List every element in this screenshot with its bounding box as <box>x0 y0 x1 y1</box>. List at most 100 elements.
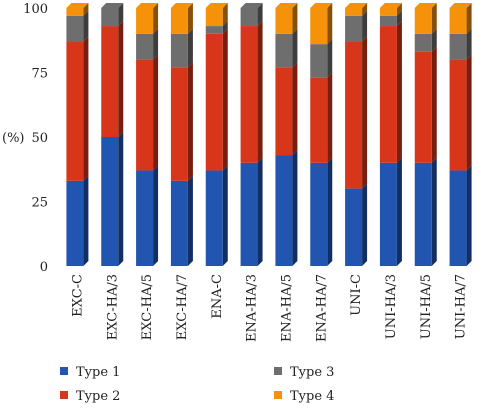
bar-segment <box>275 67 293 156</box>
bar-side <box>187 28 193 68</box>
bar-segment <box>310 44 328 78</box>
bar-segment <box>275 8 293 34</box>
bar-top <box>66 3 89 8</box>
bar-segment <box>170 33 188 68</box>
bar-side <box>327 72 333 163</box>
bar-side <box>292 62 298 156</box>
ticks-layer: 0 25 50 75 100 <box>23 2 48 275</box>
bar-segment <box>449 33 467 60</box>
bar-side <box>83 10 89 42</box>
bar-side <box>83 3 89 16</box>
bar-side <box>187 175 193 266</box>
bar-side <box>292 150 298 266</box>
legend-label: Type 4 <box>290 389 334 404</box>
bar-segment <box>379 15 397 27</box>
bar-top <box>310 3 333 8</box>
bar-segment <box>136 170 154 266</box>
bar-segment <box>449 170 467 266</box>
bar-top <box>414 3 437 8</box>
bar-side <box>153 54 159 171</box>
bar-segment <box>345 188 363 266</box>
bar-top <box>449 3 472 8</box>
bar-segment <box>66 180 84 266</box>
y-tick-label: 25 <box>31 196 48 211</box>
bar-side <box>153 3 159 34</box>
bar-segment <box>345 41 363 189</box>
category-label: EXC-HA/5 <box>140 274 155 340</box>
bar-segment <box>205 170 223 266</box>
category-label: UNI-HA/3 <box>384 274 399 339</box>
bar-segment <box>414 51 432 163</box>
bar-side <box>327 157 333 266</box>
bar-segment <box>275 155 293 266</box>
bar-segment <box>310 77 328 163</box>
bar-side <box>431 46 437 163</box>
bar-segment <box>379 8 397 16</box>
bar-segment <box>101 26 119 138</box>
legend-label: Type 1 <box>76 365 120 380</box>
category-labels: EXC-C EXC-HA/3 EXC-HA/5 EXC-HA/7 ENA-C ENA-HA… <box>70 274 468 342</box>
bar-side <box>362 10 368 42</box>
bar-side <box>187 3 193 34</box>
bar-side <box>153 28 159 60</box>
bar-segment <box>379 162 397 266</box>
category-label: EXC-HA/7 <box>175 274 190 340</box>
bar-segment <box>310 162 328 266</box>
category-label: ENA-HA/7 <box>314 274 329 342</box>
axis-layer: (%) <box>2 131 25 146</box>
bar-side <box>362 183 368 266</box>
bar-side <box>327 3 333 45</box>
bar-segment <box>379 26 397 163</box>
legend-swatch <box>274 391 282 399</box>
bar-segment <box>136 59 154 171</box>
bar-side <box>118 3 124 27</box>
bar-side <box>431 157 437 266</box>
bar-segment <box>205 33 223 171</box>
bar-segment <box>170 67 188 181</box>
legend-swatch <box>274 367 282 375</box>
category-label: UNI-HA/7 <box>454 274 469 339</box>
bar-side <box>292 28 298 68</box>
bar-top <box>101 3 124 8</box>
category-label: ENA-HA/3 <box>245 274 260 342</box>
bar-side <box>431 28 437 52</box>
bar-segment <box>414 33 432 52</box>
bar-side <box>362 36 368 189</box>
bar-side <box>396 10 402 27</box>
legend-swatch <box>60 367 68 375</box>
bar-side <box>257 21 263 163</box>
bar-side <box>83 175 89 266</box>
bar-side <box>222 165 228 266</box>
bar-side <box>83 36 89 181</box>
bar-side <box>257 157 263 266</box>
bar-side <box>118 21 124 138</box>
bar-segment <box>205 8 223 27</box>
bar-segment <box>66 8 84 16</box>
bar-side <box>222 3 228 27</box>
bar-side <box>187 62 193 181</box>
bar-segment <box>240 8 258 27</box>
bar-segment <box>136 8 154 34</box>
bar-segment <box>414 162 432 266</box>
bar-segment <box>275 33 293 68</box>
bar-side <box>327 39 333 78</box>
legend-label: Type 2 <box>76 389 120 404</box>
legend-label: Type 3 <box>290 365 334 380</box>
y-tick-label: 100 <box>23 2 48 17</box>
bar-side <box>118 132 124 266</box>
bar-side <box>292 3 298 34</box>
bar-segment <box>66 41 84 181</box>
bar-side <box>396 3 402 16</box>
bar-segment <box>345 8 363 16</box>
bar-top <box>170 3 193 8</box>
bar-top <box>136 3 159 8</box>
bar-segment <box>205 26 223 34</box>
bar-top <box>379 3 402 8</box>
category-label: ENA-C <box>210 274 225 319</box>
bar-side <box>153 165 159 266</box>
bar-segment <box>414 8 432 34</box>
bar-top <box>240 3 263 8</box>
bar-side <box>396 21 402 163</box>
category-label: EXC-C <box>70 274 85 317</box>
